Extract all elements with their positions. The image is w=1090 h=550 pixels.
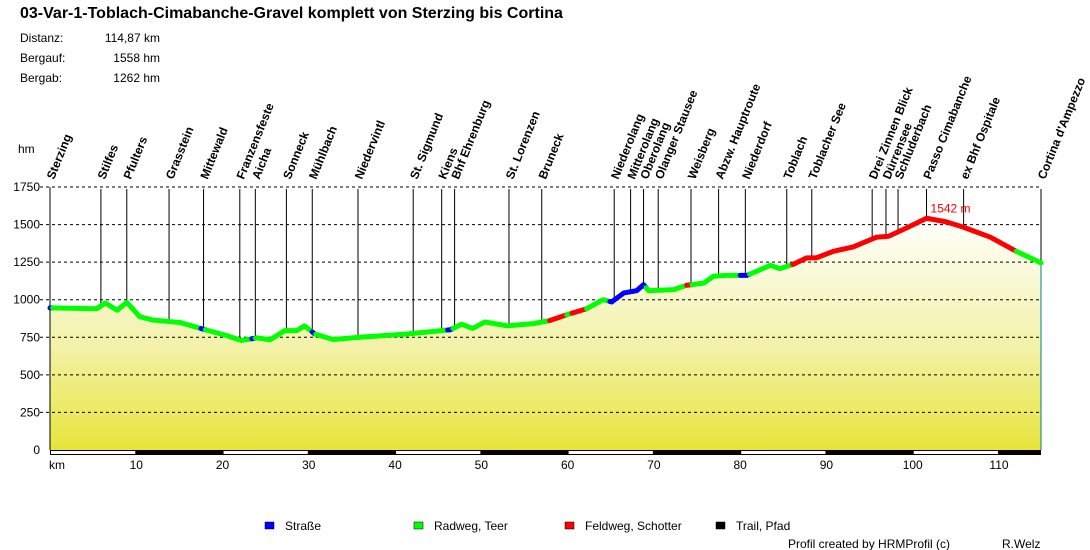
profile-segment-feldweg [790,215,1019,268]
waypoint-label: Stilfes [95,142,122,181]
legend-item-feldweg: Feldweg, Schotter [564,519,682,533]
profile-segment-radweg [747,262,796,277]
legend-label: Straße [285,519,321,533]
profile-segment-radweg [1013,248,1044,266]
legend-swatch [564,521,575,530]
stat-label: Bergauf: [20,51,66,65]
x-tick-label: 10 [130,458,144,472]
waypoint-label: St. Lorenzen [503,109,543,181]
x-tick-label: 80 [733,458,747,472]
legend-label: Feldweg, Schotter [585,519,682,533]
x-tick-label: 100 [903,458,923,472]
x-tick-label: 60 [561,458,575,472]
waypoint-label: Toblacher See [806,100,849,181]
x-tick-label: 40 [388,458,402,472]
profile-segment-radweg [643,282,690,294]
y-axis-label: hm [18,142,35,156]
author-text: R.Welz [1002,537,1040,550]
x-axis-bar-segment [913,451,998,454]
waypoint-label: Niedervintl [352,118,388,181]
y-tick-label: 500 [20,368,40,382]
profile-segment-radweg [689,272,743,288]
waypoint-label: Pfulters [121,134,151,181]
profile-segment-feldweg [547,312,570,324]
route-title: 03-Var-1-Toblach-Cimabanche-Gravel kompl… [20,5,563,22]
profile-segment-feldweg [569,306,590,316]
x-axis-label: km [49,458,65,472]
profile-segment-strasse [607,282,649,305]
profile-segment-radweg [252,323,315,343]
waypoint-label: Bhf Ehrenburg [448,98,492,181]
profile-segment-radweg [450,318,553,331]
stat-ascent: Bergauf: 1558 hm [20,51,160,65]
x-tick-label: 90 [820,458,834,472]
y-tick-label: 250 [20,405,40,419]
x-tick-label: 110 [989,458,1008,472]
profile-segment-radweg [313,327,451,343]
legend-swatch [264,521,275,530]
x-axis-bar-segment [51,451,136,454]
x-axis-bar-segment [741,451,826,454]
x-axis-bar [50,450,1041,455]
profile-segment-radweg [50,299,204,332]
x-axis-bar-segment [223,451,308,454]
legend-swatch [715,521,726,530]
waypoint-label: Mittewald [197,125,230,181]
x-axis-bar-segment [568,451,653,454]
stat-value: 114,87 km [104,31,160,45]
legend-item-trail: Trail, Pfad [715,519,790,533]
credit-text: Profil created by HRMProfil (c) [788,537,950,550]
x-tick-label: 30 [302,458,316,472]
waypoint-label: ex Bhf Ospitale [957,95,1003,182]
stat-distance: Distanz: 114,87 km [20,31,160,45]
waypoint-label: Sterzing [44,132,75,181]
y-tick-label: 750 [20,330,40,344]
max-elevation-label: 1542 m [931,201,971,215]
legend-swatch [413,521,424,530]
waypoint-label: Bruneck [536,131,567,181]
stat-label: Bergab: [20,71,63,85]
y-tick-label: 1750 [13,180,40,194]
profile-area [50,218,1041,450]
stat-descent: Bergab: 1262 hm [20,71,160,85]
waypoint-label: Cortina d'Ampezzo [1035,76,1089,182]
waypoint-label: Mühlbach [306,124,340,181]
stat-value: 1558 hm [113,51,160,65]
legend-item-radweg: Radweg, Teer [413,519,508,533]
y-tick-label: 1500 [13,218,40,232]
x-tick-label: 20 [216,458,230,472]
y-tick-label: 1250 [13,255,40,269]
y-tick-label: 1000 [13,293,40,307]
x-axis-bar-segment [396,451,481,454]
stat-value: 1262 hm [113,71,160,85]
x-tick-label: 70 [647,458,661,472]
x-tick-label: 50 [475,458,489,472]
waypoint-label: Grasstein [163,125,197,182]
legend-item-strasse: Straße [264,519,321,533]
y-tick-label: 0 [33,443,40,457]
profile-segment-radweg [202,327,255,343]
legend-label: Radweg, Teer [434,519,508,533]
stat-label: Distanz: [20,31,64,45]
legend-label: Trail, Pfad [736,519,790,533]
